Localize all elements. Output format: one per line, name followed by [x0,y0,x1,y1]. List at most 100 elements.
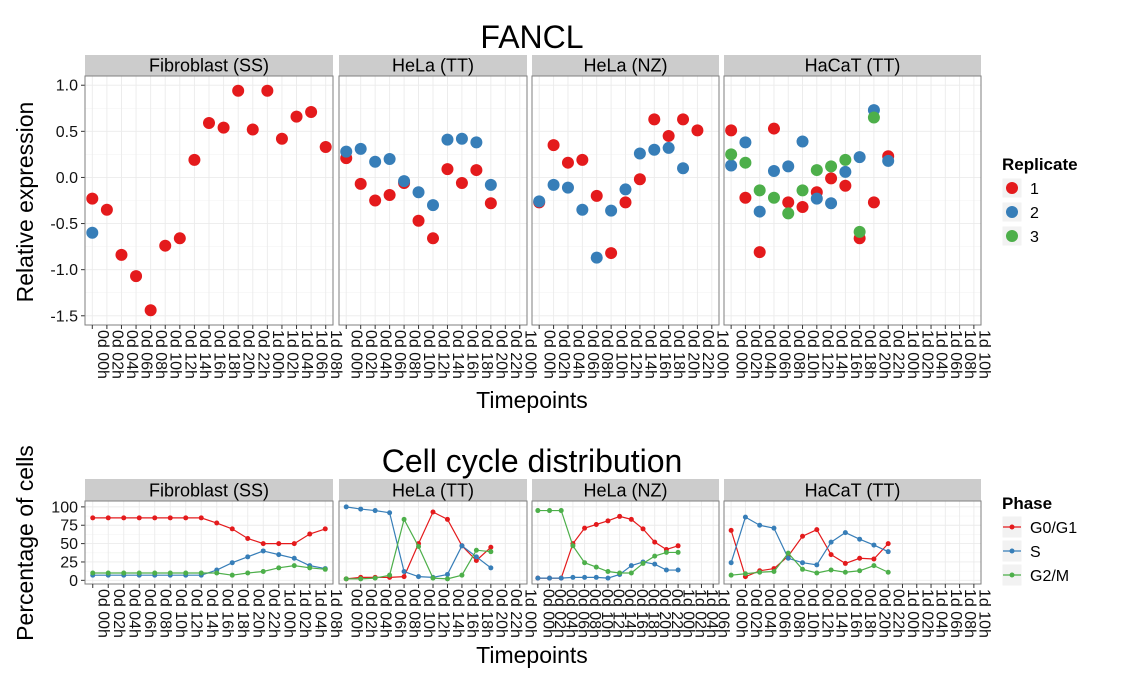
data-point [628,563,634,569]
x-tick-label: 0d 00h [348,330,365,379]
data-point [290,110,303,123]
data-point [842,569,848,575]
data-point [427,199,439,212]
data-point [369,194,382,207]
data-point [839,165,852,178]
x-tick-label: 1d 06h [715,589,732,638]
x-tick-label: 0d 18h [861,330,878,379]
x-tick-label: 0d 00h [541,330,558,379]
data-point [814,570,820,576]
data-point [275,132,288,145]
data-point [167,570,173,576]
data-point [593,522,599,528]
x-tick-label: 0d 18h [861,589,878,638]
x-tick-label: 0d 16h [463,589,480,638]
data-point [167,515,173,521]
panel-background [85,501,333,584]
x-tick-label: 0d 02h [362,589,379,638]
x-tick-label: 1d 00h [904,589,921,638]
data-point [444,571,450,577]
data-point [455,132,468,145]
data-point [605,518,611,524]
data-point [828,552,834,558]
x-tick-label: 0d 22h [265,589,282,638]
data-point [885,549,891,555]
x-tick-label: 0d 16h [463,330,480,379]
x-tick-label: 0d 08h [790,330,807,379]
x-tick-label: 0d 08h [152,330,169,379]
x-tick-label: 0d 14h [833,589,850,638]
data-point [753,246,766,259]
data-point [576,203,589,216]
data-point [675,543,681,549]
panel-border [723,500,982,585]
data-point [640,526,646,532]
data-point [828,567,834,573]
x-tick-label: 1d 08h [961,330,978,379]
data-point [633,147,646,160]
x-tick-label: 0d 12h [435,330,452,379]
x-tick-label: 0d 22h [890,330,907,379]
data-point [203,117,215,130]
data-point [782,207,795,220]
data-point [229,526,235,532]
x-tick-label: 0d 00h [733,589,750,638]
data-point [814,527,820,533]
x-tick-label: 0d 14h [203,589,220,638]
x-tick-label: 0d 06h [775,330,792,379]
x-tick-label: 1d 06h [313,330,330,379]
series-g2-m [535,508,681,576]
data-point [857,568,863,574]
x-tick-label: 0d 06h [775,589,792,638]
plot-layer: 1.0 0.5 0.0 -0.5 -1.0 -1.5 Fibroblast (SS) 0d 0… [50,55,992,638]
data-point [675,567,681,573]
series-g2-m [728,550,891,578]
data-point [214,570,220,576]
data-point [473,554,479,560]
data-point [771,569,777,575]
x-tick-label: 1d 04h [311,589,328,638]
x-tick-label: 0d 06h [391,589,408,638]
data-point [677,162,690,175]
x-tick-label: 0d 16h [847,330,864,379]
data-point [430,509,436,515]
series-g2-m [90,563,328,578]
data-point [291,555,297,561]
data-point [767,122,780,135]
data-point [144,304,157,317]
y-tick-label: -1.5 [50,308,78,325]
data-point [343,576,349,582]
chart-1-xlabel: Timepoints [476,387,588,413]
x-tick-label: 0d 12h [818,330,835,379]
data-point [535,508,541,514]
data-point [473,557,479,563]
data-point [725,148,738,161]
data-point [547,139,560,152]
data-point [842,560,848,566]
data-point [369,155,382,168]
x-tick-label: 0d 20h [656,589,673,638]
facet-strip [339,55,527,76]
data-point [590,251,603,264]
data-point [383,188,396,201]
data-point [582,525,588,531]
data-point [800,533,806,539]
y-tick-label: 1.0 [56,78,78,95]
data-point [470,164,483,177]
data-point [121,515,127,521]
data-point [839,179,852,192]
data-point [605,569,611,575]
data-point [459,572,465,578]
data-point [796,200,809,213]
data-point [214,520,220,526]
legend-key-point-s [1009,548,1015,554]
data-point [810,164,823,177]
data-point [857,536,863,542]
data-point [652,539,658,545]
x-tick-label: 0d 20h [685,330,702,379]
x-tick-label: 1d 06h [947,589,964,638]
data-point [728,572,734,578]
